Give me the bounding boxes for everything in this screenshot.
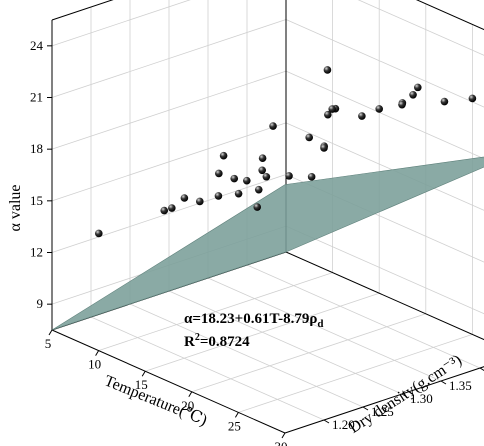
data-point xyxy=(253,203,262,211)
data-point xyxy=(196,197,204,206)
data-point xyxy=(323,66,332,74)
grid-line-floor xyxy=(145,292,380,372)
x-tick-label: 5 xyxy=(45,336,52,351)
data-point xyxy=(440,97,449,106)
data-point xyxy=(180,194,189,202)
x-tick-mark xyxy=(234,412,239,418)
r-squared: R2=0.8724 xyxy=(184,332,250,350)
grid-line-floor xyxy=(285,251,484,340)
grid-line-back-wall xyxy=(285,19,484,108)
x-tick-mark xyxy=(95,350,100,356)
data-point xyxy=(307,173,316,181)
grid-line-floor xyxy=(207,277,442,382)
z-tick-label: 12 xyxy=(30,245,43,260)
grid-line-floor xyxy=(90,316,325,421)
y-tick-mark xyxy=(479,367,484,371)
data-point xyxy=(269,122,277,130)
y-tick-label: 1.25 xyxy=(371,404,394,419)
z-axis-title: α value xyxy=(7,184,24,231)
data-point xyxy=(243,176,251,185)
z-tick-label: 18 xyxy=(30,141,43,156)
fit-equation-subscript: d xyxy=(317,318,323,330)
x-tick-label: 10 xyxy=(88,357,101,372)
grid-line-floor xyxy=(246,264,481,369)
grid-line-floor xyxy=(168,290,403,395)
x-tick-label: 25 xyxy=(228,418,241,433)
z-tick-label: 21 xyxy=(30,90,43,105)
x-tick-mark xyxy=(48,329,53,336)
data-point xyxy=(230,174,239,183)
fit-equation: α=18.23+0.61T-8.79ρd xyxy=(184,311,324,330)
data-point xyxy=(328,105,337,113)
r-squared-value: =0.8724 xyxy=(200,334,250,350)
data-point xyxy=(398,100,406,109)
data-point xyxy=(262,172,271,181)
data-point xyxy=(468,94,477,103)
data-point xyxy=(285,172,293,180)
data-point xyxy=(214,192,223,200)
data-point xyxy=(258,166,267,175)
fitted-plane xyxy=(51,156,484,331)
x-tick-label: 30 xyxy=(275,439,288,446)
data-point xyxy=(234,189,243,198)
fit-equation-main: α=18.23+0.61T-8.79ρ xyxy=(184,311,317,327)
y-tick-mark xyxy=(401,393,408,398)
y-tick-mark xyxy=(323,419,330,424)
data-point xyxy=(168,204,176,212)
x-tick-mark xyxy=(281,432,286,439)
grid-line-floor xyxy=(129,303,364,408)
r-squared-main: R xyxy=(184,334,195,350)
x-tick-label: 20 xyxy=(181,398,194,413)
grid-line-floor xyxy=(191,313,426,393)
data-point xyxy=(160,206,169,215)
y-tick-mark xyxy=(440,380,447,385)
data-point xyxy=(215,169,223,178)
data-point xyxy=(254,185,263,194)
y-axis-title: Dry density(g.cm⁻³) xyxy=(346,352,465,437)
grid-line-back-wall xyxy=(285,70,484,160)
axes-edge xyxy=(415,0,484,31)
z-tick-label: 15 xyxy=(30,193,43,208)
y-tick-label: 1.35 xyxy=(449,378,472,393)
axes-edge xyxy=(285,251,484,341)
data-point xyxy=(305,133,314,142)
z-tick-label: 24 xyxy=(30,38,44,53)
y-tick-label: 1.30 xyxy=(410,391,433,406)
grid-line-floor xyxy=(238,334,473,413)
data-point xyxy=(358,112,366,120)
y-tick-label: 1.20 xyxy=(332,417,355,432)
data-point xyxy=(414,83,422,92)
grid-line-floor xyxy=(98,272,333,351)
y-tick-mark xyxy=(362,406,369,411)
r-squared-superscript: 2 xyxy=(195,332,200,343)
axes-edge xyxy=(51,329,286,434)
data-point xyxy=(375,105,384,113)
grid-line-back-wall xyxy=(357,0,484,56)
points-in-front-of-plane xyxy=(95,66,477,238)
x-tick-label: 15 xyxy=(135,377,148,392)
data-point xyxy=(320,144,328,152)
z-tick-label: 9 xyxy=(37,296,44,311)
data-point xyxy=(258,154,267,162)
tick-labels: 91215182124510152025301.201.251.301.351.… xyxy=(30,38,472,446)
grid-line-back-wall xyxy=(285,225,484,315)
data-point xyxy=(324,110,332,119)
axes-edge xyxy=(51,0,114,21)
x-tick-mark xyxy=(141,370,146,377)
data-point xyxy=(95,229,103,238)
x-tick-mark xyxy=(188,391,193,398)
data-point xyxy=(219,151,228,160)
data-point xyxy=(409,91,417,99)
